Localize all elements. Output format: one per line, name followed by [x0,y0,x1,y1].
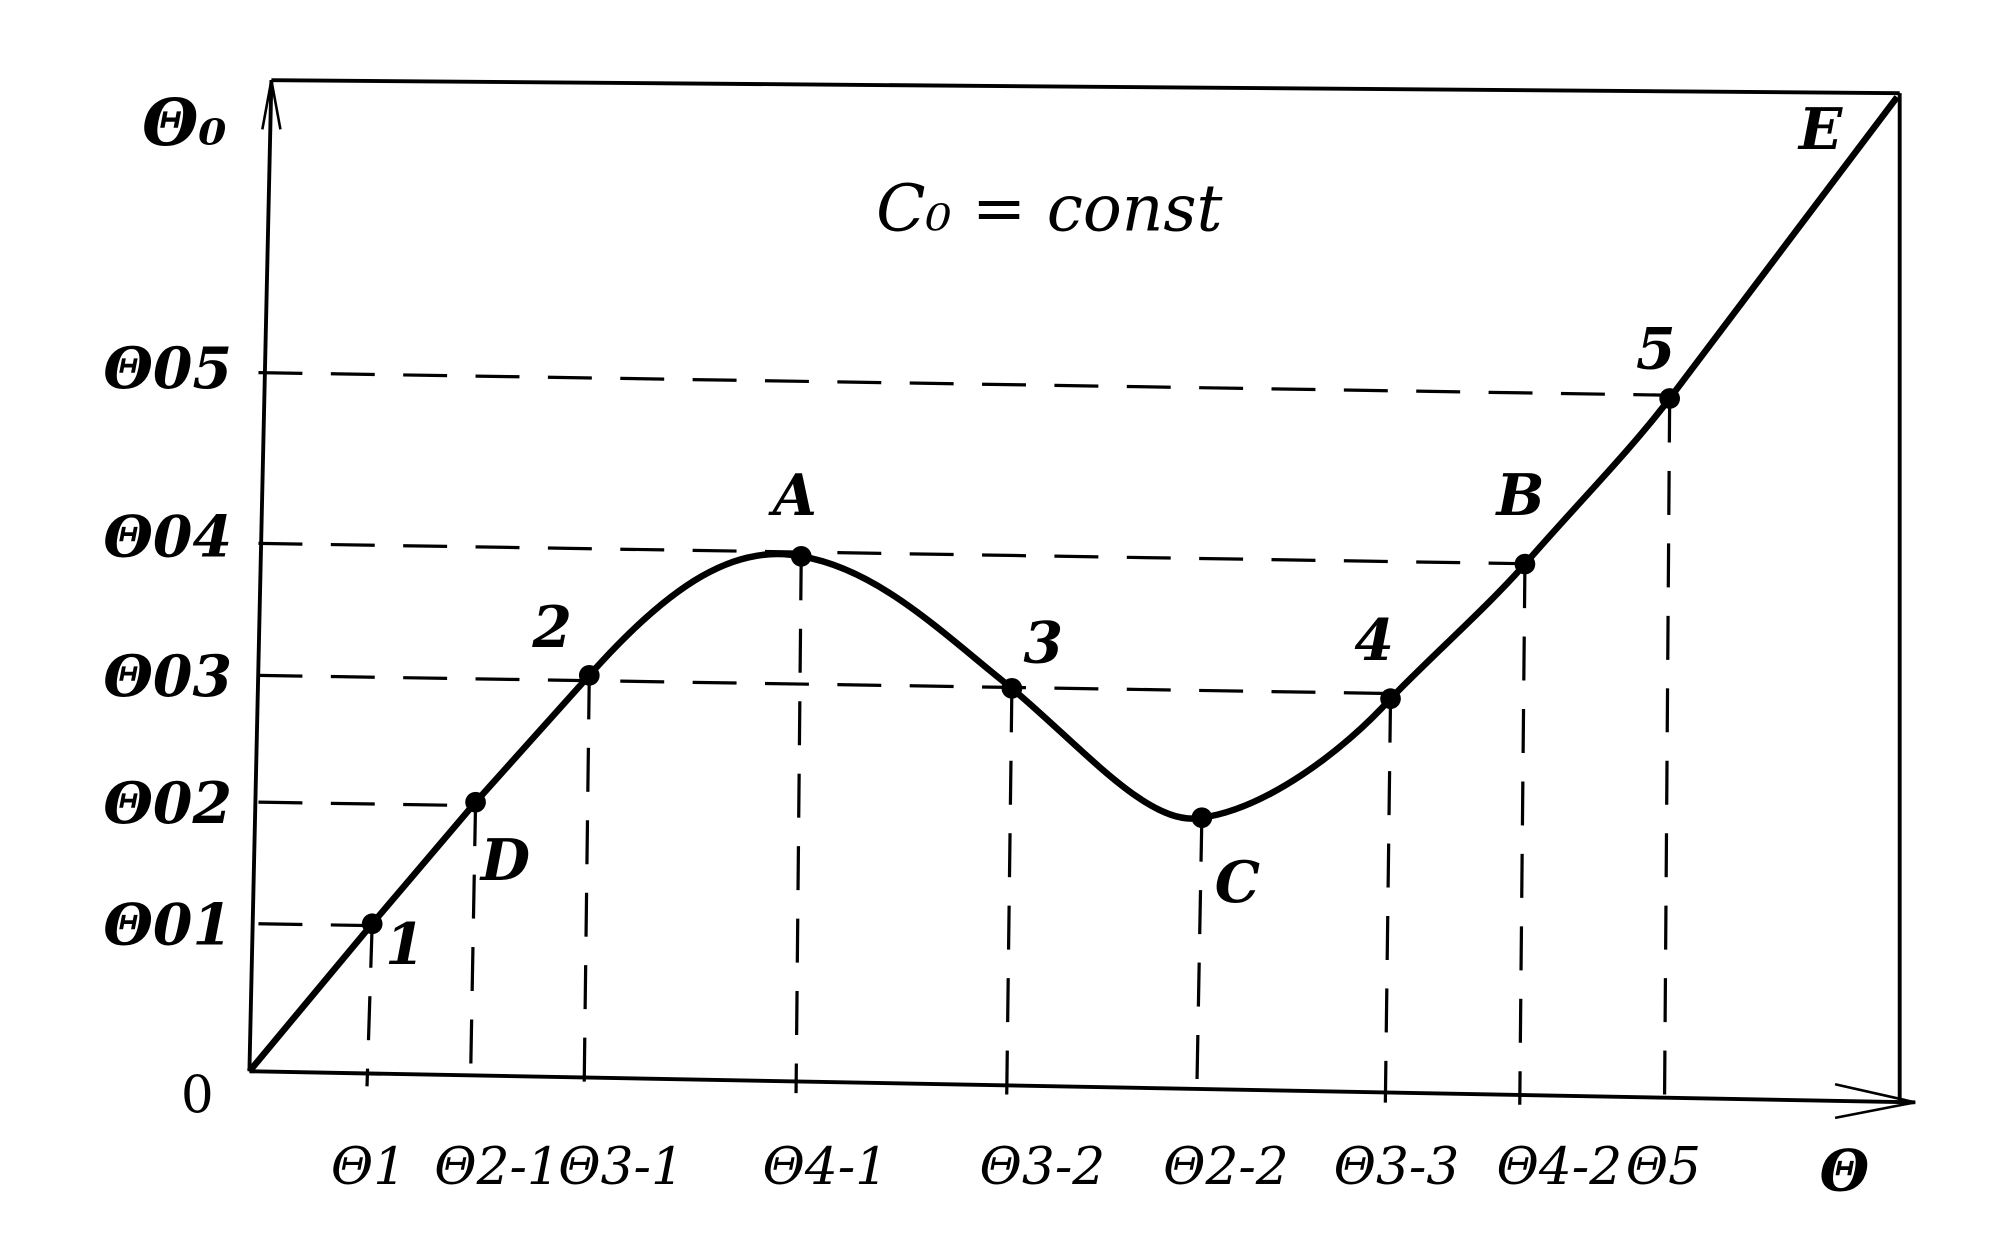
origin-label: 0 [181,1066,214,1126]
guide-vertical [1005,688,1014,1097]
top-border [271,78,1900,96]
curve-point [1514,553,1536,575]
chart-title: C₀ = const [876,171,1223,246]
x-tick-label: Θ2-1 [434,1137,560,1197]
curve-point [578,665,600,686]
guide-horizontal [258,922,373,928]
guide-vertical [468,802,478,1088]
curve-point [1191,807,1213,829]
guide-horizontal [258,800,476,808]
x-tick-label: Θ3-2 [980,1137,1106,1197]
point-label: D [479,828,530,894]
guide-horizontal [258,371,1670,397]
y-tick-label: Θ03 [103,644,232,710]
guide-vertical [365,923,374,1087]
point-label: 3 [1024,610,1064,676]
x-tick-label: Θ3-1 [558,1137,684,1197]
point-label: E [1797,97,1843,163]
x-axis [249,1069,1916,1105]
x-axis-label: Θ [1820,1138,1870,1204]
x-tick-label: Θ4-1 [762,1137,888,1197]
point-label: 2 [531,595,572,661]
guide-vertical [794,556,803,1094]
point-label: A [768,463,817,529]
curve-point [790,545,812,567]
y-axis-label: Θ₀ [142,85,227,161]
guide-vertical [1195,817,1204,1100]
guide-horizontal [258,541,1525,566]
x-tick-label: Θ3-3 [1334,1137,1460,1197]
y-tick-label: Θ01 [103,892,232,958]
point-label: 5 [1636,317,1676,383]
x-tick-label: Θ1 [331,1137,406,1197]
guide-horizontal [258,673,1391,696]
y-axis-arrow [261,79,282,130]
y-tick-label: Θ04 [103,504,232,570]
guide-vertical [1383,698,1393,1103]
x-tick-label: Θ5 [1626,1137,1701,1197]
point-label: 1 [385,912,425,978]
guide-vertical [582,675,591,1090]
curve-point [361,913,383,935]
curve-point [465,791,486,813]
x-tick-label: Θ2-2 [1163,1137,1289,1197]
point-label: B [1494,463,1544,529]
curve-point [1659,388,1680,409]
y-tick-label: Θ02 [103,771,232,837]
point-label: C [1215,850,1260,916]
guide-vertical [1662,398,1672,1108]
curve-point [1380,688,1401,710]
curve-point [1001,677,1023,699]
guide-vertical [1518,564,1527,1105]
y-tick-label: Θ05 [103,336,232,402]
point-label: 4 [1354,608,1394,674]
y-axis [247,80,274,1072]
x-axis-arrow [1834,1082,1916,1120]
x-tick-label: Θ4-2 [1496,1137,1622,1197]
